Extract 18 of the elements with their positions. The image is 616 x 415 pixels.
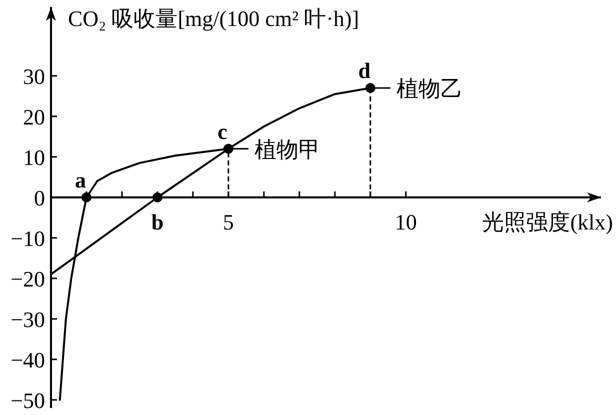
y-tick-label: −40 bbox=[10, 347, 45, 372]
y-tick-label: −30 bbox=[10, 306, 45, 332]
y-tick-label: −10 bbox=[10, 226, 45, 251]
y-tick-label: −50 bbox=[10, 388, 45, 413]
y-tick-label: 20 bbox=[23, 104, 45, 130]
y-tick-label: 0 bbox=[34, 185, 45, 210]
y-tick-label: 10 bbox=[23, 144, 45, 170]
y-axis-title: CO₂ 吸收量[mg/(100 cm² 叶·h)] bbox=[68, 6, 360, 31]
y-tick-label: 30 bbox=[23, 64, 45, 89]
annotation: b bbox=[151, 209, 164, 234]
annotation: c bbox=[218, 118, 228, 144]
legend-label: 植物乙 bbox=[396, 76, 462, 102]
annotation: a bbox=[74, 167, 86, 192]
y-tick-label: −20 bbox=[10, 266, 45, 292]
annotation: d bbox=[358, 58, 370, 84]
legend-label: 植物甲 bbox=[254, 136, 320, 162]
x-axis-title: 光照强度(klx) bbox=[482, 209, 613, 234]
x-tick-label: 5 bbox=[222, 209, 234, 234]
